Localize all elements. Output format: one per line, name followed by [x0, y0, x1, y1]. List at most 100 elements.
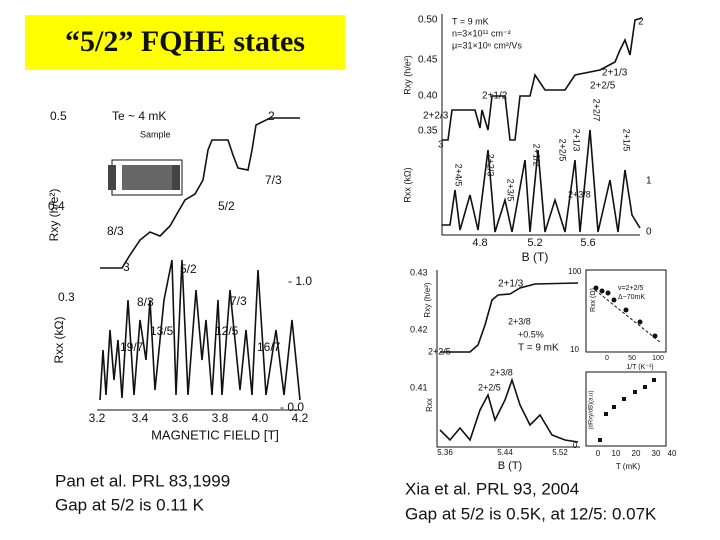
inset-figure: [585, 269, 667, 447]
figure-label: 2+1/3: [572, 129, 582, 152]
figure-label: 2: [268, 109, 275, 123]
right-top-figure: [441, 14, 643, 236]
figure-label: 4.0: [252, 411, 269, 425]
figure-label: Rxx (kΩ): [52, 317, 66, 364]
figure-label: 7/3: [230, 294, 247, 308]
figure-label: 0: [605, 355, 609, 362]
figure-label: Δ~70mK: [618, 294, 645, 301]
figure-label: 2: [638, 17, 644, 28]
figure-label: 2+3/8: [508, 316, 531, 326]
title-box: [25, 15, 345, 70]
figure-label: 2+2/5: [428, 346, 451, 356]
figure-label: 50: [628, 355, 636, 362]
left-caption: Pan et al. PRL 83,1999: [55, 471, 230, 490]
figure-label: 16/7: [257, 340, 281, 354]
figure-label: 0: [596, 449, 601, 458]
figure-label: 100: [568, 267, 582, 276]
figure-label: Rxx: [425, 398, 434, 412]
figure-label: (dRxy/dB)(a.u): [589, 390, 595, 429]
right-bottom-figure: [436, 270, 580, 448]
figure-label: 2+2/3: [423, 111, 449, 122]
figure-label: 5.2: [527, 237, 542, 249]
figure-label: 0: [573, 441, 578, 450]
figure-label: T = 9 mK: [452, 16, 489, 26]
figure-label: 5.52: [552, 448, 568, 457]
figure-label: 2+1/3: [498, 279, 524, 290]
figure-label: 2+1/2: [482, 91, 508, 102]
figure-label: 10: [570, 345, 579, 354]
figure-label: 40: [668, 449, 677, 458]
figure-label: 100: [652, 355, 664, 362]
figure-label: 0.4: [48, 199, 65, 213]
right-caption: Xia et al. PRL 93, 2004: [405, 479, 579, 498]
left-caption: Gap at 5/2 is 0.11 K: [55, 495, 205, 514]
left-figure: [97, 117, 301, 411]
figure-label: - 0.0: [280, 400, 304, 414]
figure-label: 1/T (K⁻¹): [626, 364, 653, 371]
figure-label: +0.5%: [518, 329, 544, 339]
figure-label: 0.35: [418, 126, 438, 137]
figure-label: 13/5: [150, 324, 174, 338]
figure-label: 2+3/8: [568, 189, 591, 199]
figure-label: 1: [646, 176, 652, 187]
figure-label: 0.50: [418, 15, 438, 26]
figure-label: 5.36: [437, 448, 453, 457]
figure-label: MAGNETIC FIELD [T]: [151, 427, 279, 442]
figure-label: 2+1/2: [532, 144, 542, 167]
figure-label: 2+1/5: [622, 129, 632, 152]
figure-label: 0.43: [410, 267, 428, 277]
figure-label: 3.8: [212, 411, 229, 425]
figure-label: Te ~ 4 mK: [112, 109, 166, 123]
figure-label: 4.2: [292, 411, 309, 425]
figure-label: 2+2/5: [478, 382, 501, 392]
figure-label: 8/3: [107, 224, 124, 238]
figure-label: Rxx (Ω): [590, 288, 597, 312]
figure-label: 5/2: [180, 262, 197, 276]
figure-label: 0: [646, 227, 652, 238]
figure-label: 3: [123, 260, 130, 274]
figure-label: 8/3: [137, 295, 154, 309]
figure-label: 20: [632, 449, 641, 458]
figure-label: 0.45: [418, 55, 438, 66]
figure-label: 2+1/3: [602, 68, 628, 79]
figure-label: n=3×10¹¹ cm⁻²: [452, 28, 511, 38]
figure-label: 3: [438, 140, 444, 151]
right-caption: Gap at 5/2 is 0.5K, at 12/5: 0.07K: [405, 504, 657, 523]
figure-label: 3.4: [132, 411, 149, 425]
figure-label: 2+2/5: [590, 81, 616, 92]
figure-label: 2+4/5: [454, 164, 464, 187]
figure-label: 19/7: [120, 340, 144, 354]
figure-label: 0.40: [418, 91, 438, 102]
figure-label: T (mK): [616, 462, 641, 471]
figure-label: 7/3: [265, 173, 282, 187]
figure-label: Rxy (h/e²): [47, 189, 61, 242]
figure-label: Rxx (kΩ): [402, 167, 412, 202]
figure-label: Sample: [140, 129, 171, 139]
figure-label: 4.8: [472, 237, 487, 249]
figure-label: 0.5: [50, 109, 67, 123]
figure-label: T = 9 mK: [518, 343, 559, 354]
figure-label: 5/2: [218, 199, 235, 213]
figure-label: 0.42: [410, 324, 428, 334]
figure-label: 5.44: [497, 448, 513, 457]
figure-label: μ=31×10⁶ cm²/Vs: [452, 40, 522, 50]
figure-label: 5.6: [580, 237, 595, 249]
figure-label: 3.6: [172, 411, 189, 425]
figure-label: Rxy (h/e²): [423, 282, 432, 317]
figure-label: 10: [612, 449, 621, 458]
figure-label: 2+3/8: [490, 367, 513, 377]
figure-label: 0.41: [410, 382, 428, 392]
figure-label: 2+3/5: [506, 179, 516, 202]
figure-label: 2+2/7: [592, 99, 602, 122]
figure-label: 12/5: [215, 324, 239, 338]
slide-title: “5/2” FQHE states: [65, 25, 305, 58]
figure-label: B (T): [522, 250, 549, 264]
figure-label: ν=2+2/5: [618, 285, 643, 292]
figure-label: - 1.0: [288, 274, 312, 288]
figure-label: Rxy (h/e²): [402, 55, 412, 95]
figure-label: 0.3: [58, 290, 75, 304]
figure-label: 2+2/5: [558, 139, 568, 162]
figure-label: 30: [652, 449, 661, 458]
